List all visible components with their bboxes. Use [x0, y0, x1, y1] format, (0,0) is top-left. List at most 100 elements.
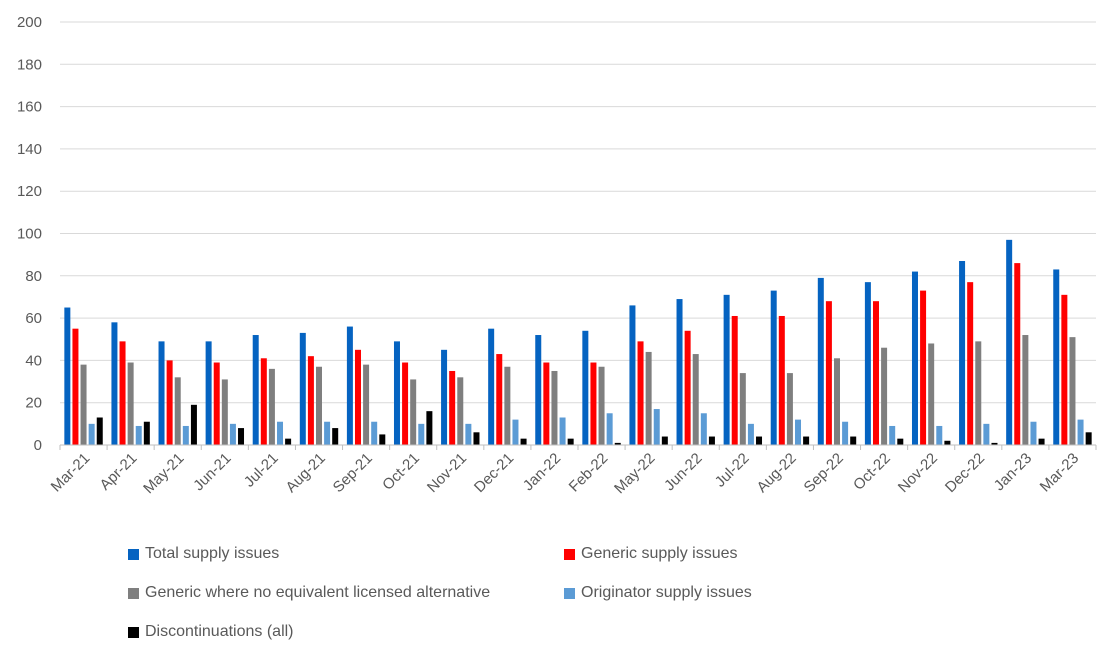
bar: [1030, 421, 1037, 445]
x-axis: Mar-21 Apr-21 May-21 Jun-21 Jul-21 Aug-21 Sep-…: [48, 444, 1097, 497]
bar: [512, 419, 519, 445]
bar: [708, 436, 715, 445]
bar: [731, 315, 738, 445]
bar: [723, 294, 730, 445]
x-tick-label: Jan-23: [991, 450, 1035, 494]
bar: [182, 425, 189, 445]
bar: [457, 377, 464, 445]
x-tick-label: Jun-21: [190, 450, 234, 494]
x-tick-label: Sep-21: [330, 450, 376, 496]
bar: [834, 358, 840, 445]
bar: [277, 421, 284, 445]
bar: [268, 368, 275, 445]
bar: [653, 409, 660, 445]
bar: [504, 366, 511, 445]
bar: [786, 373, 793, 445]
x-tick-label: Jun-22: [661, 450, 705, 494]
bar: [473, 432, 480, 445]
bar: [944, 440, 951, 445]
bar: [393, 341, 400, 445]
bar: [582, 330, 589, 445]
bar: [158, 341, 165, 445]
x-tick-label: Oct-21: [379, 450, 423, 494]
bar: [402, 362, 409, 445]
bar: [190, 404, 197, 445]
bar: [590, 362, 597, 445]
bar: [897, 438, 904, 445]
bar: [778, 315, 785, 445]
bar: [1061, 294, 1068, 445]
bar: [936, 425, 943, 445]
bar: [221, 379, 228, 445]
x-tick-label: Aug-21: [283, 450, 329, 496]
y-tick-label: 200: [17, 14, 42, 31]
bar: [928, 343, 935, 445]
bar: [299, 332, 306, 445]
bar: [205, 341, 212, 445]
x-tick-label: Jul-21: [241, 450, 282, 491]
x-tick-label: Mar-23: [1037, 450, 1083, 496]
y-axis: 0 20 40 60 80 100 120 140 160 180 200: [17, 14, 42, 454]
bar: [285, 438, 292, 445]
bar: [64, 307, 71, 445]
y-tick-label: 120: [17, 183, 42, 200]
bar: [739, 373, 746, 445]
bar: [252, 335, 259, 445]
y-tick-label: 60: [25, 310, 42, 327]
bar: [692, 354, 699, 445]
y-tick-label: 80: [25, 268, 42, 285]
bar: [645, 351, 652, 445]
bar: [410, 379, 417, 445]
bar: [889, 425, 896, 445]
x-tick-label: May-21: [140, 450, 187, 497]
bar: [606, 413, 613, 445]
bar: [567, 438, 574, 445]
bar: [307, 356, 314, 445]
bar: [127, 362, 134, 445]
bar: [213, 362, 220, 445]
bar: [598, 366, 605, 445]
bar: [449, 370, 456, 445]
x-tick-label: Nov-22: [895, 450, 941, 496]
bar: [817, 277, 824, 445]
bar: [629, 305, 636, 445]
bar: [441, 349, 448, 445]
bar: [363, 364, 370, 445]
bar: [967, 282, 974, 445]
y-tick-label: 100: [17, 226, 42, 243]
bar: [166, 360, 173, 445]
bar: [488, 328, 495, 445]
bar: [983, 423, 990, 445]
x-tick-label: Sep-22: [801, 450, 847, 496]
bar: [756, 436, 763, 445]
bar: [496, 354, 503, 445]
bar: [1077, 419, 1084, 445]
gridlines: [60, 21, 1096, 404]
bar: [379, 434, 386, 445]
bar: [1006, 239, 1013, 445]
x-tick-label: May-22: [611, 450, 658, 497]
bar: [795, 419, 802, 445]
y-tick-label: 180: [17, 56, 42, 73]
bar: [465, 423, 472, 445]
bar: [975, 341, 982, 445]
bar: [1069, 337, 1076, 445]
bar: [864, 282, 871, 445]
bar: [842, 421, 849, 445]
bar: [238, 428, 245, 445]
bar: [1038, 438, 1045, 445]
bar: [676, 299, 683, 445]
bars: [64, 239, 1092, 445]
bar: [920, 290, 927, 445]
bar: [316, 366, 322, 445]
bar: [520, 438, 527, 445]
x-tick-label: Aug-22: [754, 450, 800, 496]
bar: [332, 428, 339, 445]
y-tick-label: 140: [17, 141, 42, 158]
y-tick-label: 40: [25, 352, 42, 369]
bar: [260, 358, 267, 445]
bar: [72, 328, 79, 445]
bar: [551, 370, 558, 445]
bar: [535, 335, 542, 445]
bar: [872, 301, 879, 445]
